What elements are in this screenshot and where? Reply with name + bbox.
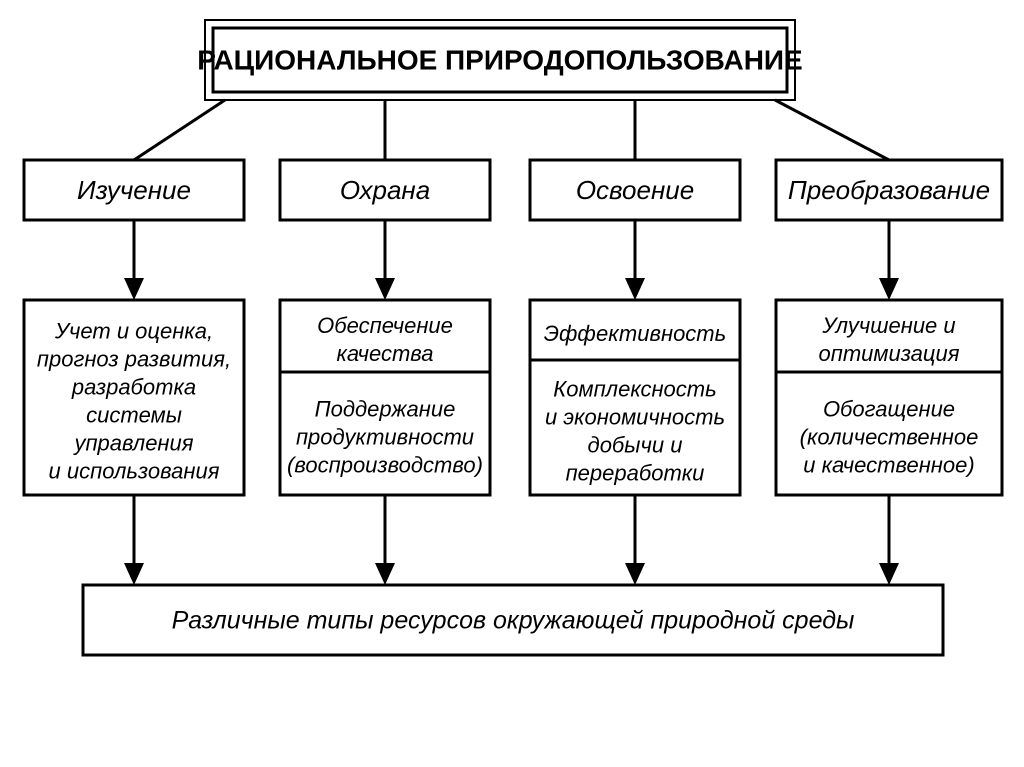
svg-text:управления: управления — [72, 431, 193, 456]
svg-text:прогноз развития,: прогноз развития, — [37, 347, 231, 372]
connector-title-to-cat4 — [775, 100, 889, 160]
svg-text:системы: системы — [86, 403, 182, 428]
bottom-text: Различные типы ресурсов окружающей приро… — [172, 607, 855, 635]
svg-text:оптимизация: оптимизация — [818, 341, 959, 366]
detail-text-cat4-1: Обогащение (количественное и качественное) — [800, 397, 979, 478]
svg-text:Поддержание: Поддержание — [315, 397, 456, 422]
svg-text:Учет и оценка,: Учет и оценка, — [54, 319, 213, 344]
svg-text:Обогащение: Обогащение — [823, 397, 955, 422]
svg-text:качества: качества — [336, 341, 433, 366]
svg-text:продуктивности: продуктивности — [296, 425, 474, 450]
svg-text:переработки: переработки — [566, 461, 705, 486]
category-label-cat3: Освоение — [576, 175, 694, 205]
svg-text:Эффективность: Эффективность — [544, 321, 726, 346]
category-label-cat1: Изучение — [77, 175, 191, 205]
title-text: РАЦИОНАЛЬНОЕ ПРИРОДОПОЛЬЗОВАНИЕ — [197, 44, 802, 75]
detail-text-cat2-1: Поддержание продуктивности (воспроизводств… — [287, 397, 483, 478]
svg-text:(количественное: (количественное — [800, 425, 979, 450]
connector-title-to-cat1 — [134, 100, 225, 160]
svg-text:и экономичность: и экономичность — [545, 405, 725, 430]
svg-text:разработка: разработка — [71, 375, 196, 400]
category-label-cat2: Охрана — [340, 175, 430, 205]
svg-text:Улучшение и: Улучшение и — [821, 313, 955, 338]
svg-text:добычи и: добычи и — [588, 433, 683, 458]
svg-text:и качественное): и качественное) — [803, 453, 974, 478]
svg-text:(воспроизводство): (воспроизводство) — [287, 453, 483, 478]
detail-text-cat3-0: Эффективность — [544, 321, 726, 346]
svg-text:и использования: и использования — [49, 459, 220, 484]
svg-text:Обеспечение: Обеспечение — [317, 313, 453, 338]
category-label-cat4: Преобразование — [788, 175, 990, 205]
svg-text:Комплексность: Комплексность — [553, 377, 716, 402]
